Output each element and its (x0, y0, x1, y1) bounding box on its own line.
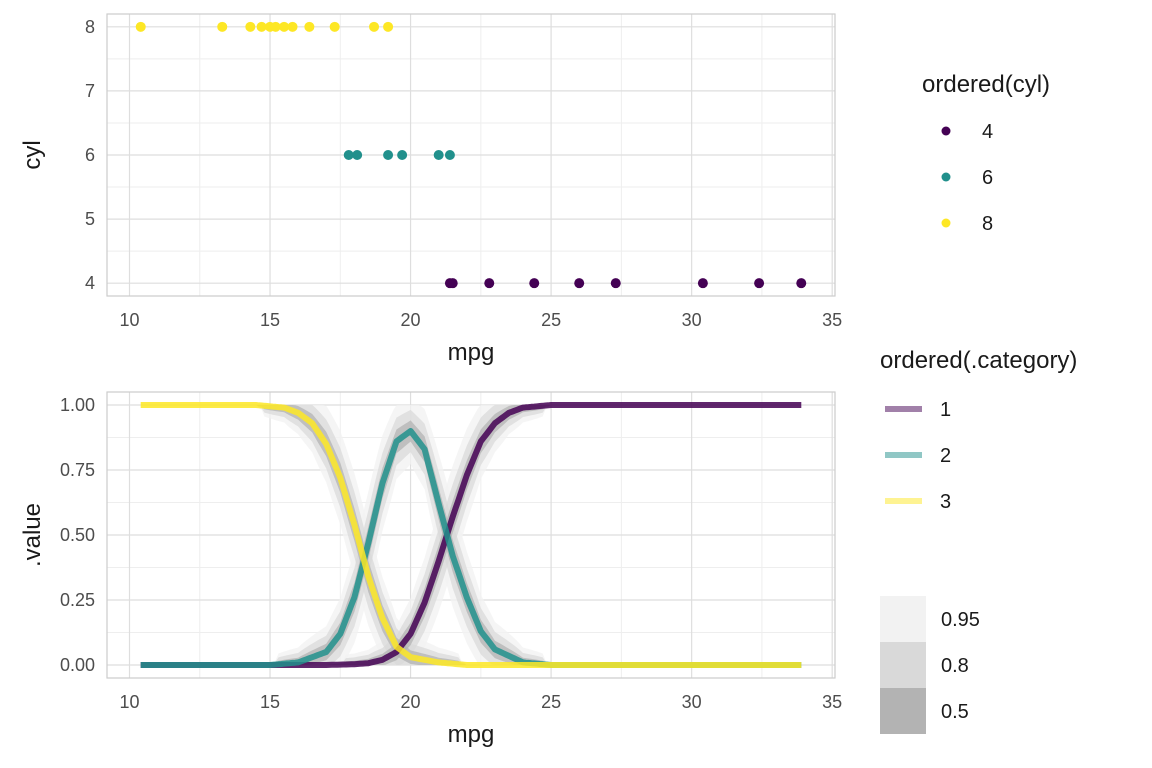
bottom-lines (140, 402, 802, 668)
top-x-ticks: 10 15 20 25 30 35 (119, 310, 842, 330)
legend-interval-label: 0.5 (941, 701, 969, 723)
top-panel-border (106, 13, 836, 297)
y-tick-label: 1.00 (60, 395, 95, 415)
point-cyl-6 (383, 150, 394, 160)
y-tick-label: 5 (85, 209, 95, 229)
top-gridlines (107, 14, 835, 296)
ribbon-50-category-2 (140, 420, 802, 665)
top-x-axis-title: mpg (448, 339, 495, 366)
y-tick-label: 0.25 (60, 590, 95, 610)
x-tick-label: 35 (822, 310, 842, 330)
legend-interval-label: 0.95 (941, 609, 980, 631)
point-cyl-4 (796, 278, 807, 289)
legend-cyl-key-6 (941, 172, 951, 182)
x-tick-label: 35 (822, 692, 842, 712)
point-cyl-8 (279, 21, 290, 32)
point-cyl-8 (369, 21, 380, 32)
y-tick-label: 0.75 (60, 460, 95, 480)
bottom-panel-border (106, 391, 836, 679)
x-tick-label: 10 (119, 692, 139, 712)
legend-category-label: 3 (940, 491, 951, 513)
x-tick-label: 20 (401, 692, 421, 712)
point-cyl-8 (270, 21, 281, 32)
x-tick-label: 20 (401, 310, 421, 330)
point-cyl-8 (383, 21, 394, 32)
legend-category-label: 2 (940, 445, 951, 467)
point-cyl-8 (304, 21, 315, 32)
y-tick-label: 6 (85, 145, 95, 165)
point-cyl-8 (256, 21, 267, 32)
point-cyl-4 (447, 278, 458, 289)
bottom-y-ticks: 0.00 0.25 0.50 0.75 1.00 (60, 395, 95, 675)
legend-cyl-label: 8 (982, 213, 993, 235)
x-tick-label: 25 (541, 692, 561, 712)
point-cyl-8 (287, 21, 298, 32)
line-category-3 (140, 402, 802, 668)
point-cyl-8 (245, 21, 256, 32)
point-cyl-6 (444, 150, 455, 160)
legend-category: ordered(.category) 1 2 3 (880, 347, 1077, 513)
y-tick-label: 4 (85, 273, 95, 293)
x-tick-label: 10 (119, 310, 139, 330)
x-tick-label: 25 (541, 310, 561, 330)
point-cyl-4 (574, 278, 585, 289)
point-cyl-4 (484, 278, 495, 289)
legend-interval-key-0.8 (880, 642, 926, 688)
legend-cyl-key-8 (941, 218, 951, 228)
bottom-panel: 10 15 20 25 30 35 0.00 0.25 0.50 0.75 1.00 mpg .v… (19, 391, 842, 748)
top-panel: 10 15 20 25 30 35 4 5 6 7 8 mpg cyl (19, 13, 842, 366)
x-tick-label: 15 (260, 310, 280, 330)
point-cyl-6 (352, 150, 363, 160)
x-tick-label: 30 (682, 692, 702, 712)
y-tick-label: 0.50 (60, 525, 95, 545)
point-cyl-6 (433, 150, 444, 160)
point-cyl-8 (329, 21, 340, 32)
point-cyl-4 (529, 278, 540, 289)
bottom-y-axis-title: .value (19, 503, 46, 567)
top-y-ticks: 4 5 6 7 8 (85, 17, 95, 293)
top-y-axis-title: cyl (19, 140, 46, 169)
x-tick-label: 30 (682, 310, 702, 330)
point-cyl-8 (217, 21, 228, 32)
point-cyl-6 (343, 150, 354, 160)
legend-category-label: 1 (940, 399, 951, 421)
y-tick-label: 0.00 (60, 655, 95, 675)
point-cyl-4 (697, 278, 708, 289)
legend-category-title: ordered(.category) (880, 347, 1077, 374)
legend-cyl-label: 6 (982, 167, 993, 189)
legend-interval: 0.95 0.8 0.5 (880, 596, 980, 734)
legend-cyl-key-4 (941, 126, 951, 136)
bottom-x-axis-title: mpg (448, 721, 495, 748)
point-cyl-6 (397, 150, 408, 160)
legend-cyl-title: ordered(cyl) (922, 71, 1050, 98)
y-tick-label: 8 (85, 17, 95, 37)
legend-interval-label: 0.8 (941, 655, 969, 677)
bottom-x-ticks: 10 15 20 25 30 35 (119, 692, 842, 712)
point-cyl-8 (135, 21, 146, 32)
point-cyl-4 (754, 278, 765, 289)
legend-cyl: ordered(cyl) 4 6 8 (922, 71, 1050, 235)
legend-cyl-label: 4 (982, 121, 993, 143)
point-cyl-4 (610, 278, 621, 289)
legend-interval-key-0.95 (880, 596, 926, 642)
top-points (135, 21, 807, 289)
y-tick-label: 7 (85, 81, 95, 101)
ribbon-50-category-1 (140, 405, 802, 665)
x-tick-label: 15 (260, 692, 280, 712)
legend-interval-key-0.5 (880, 688, 926, 734)
